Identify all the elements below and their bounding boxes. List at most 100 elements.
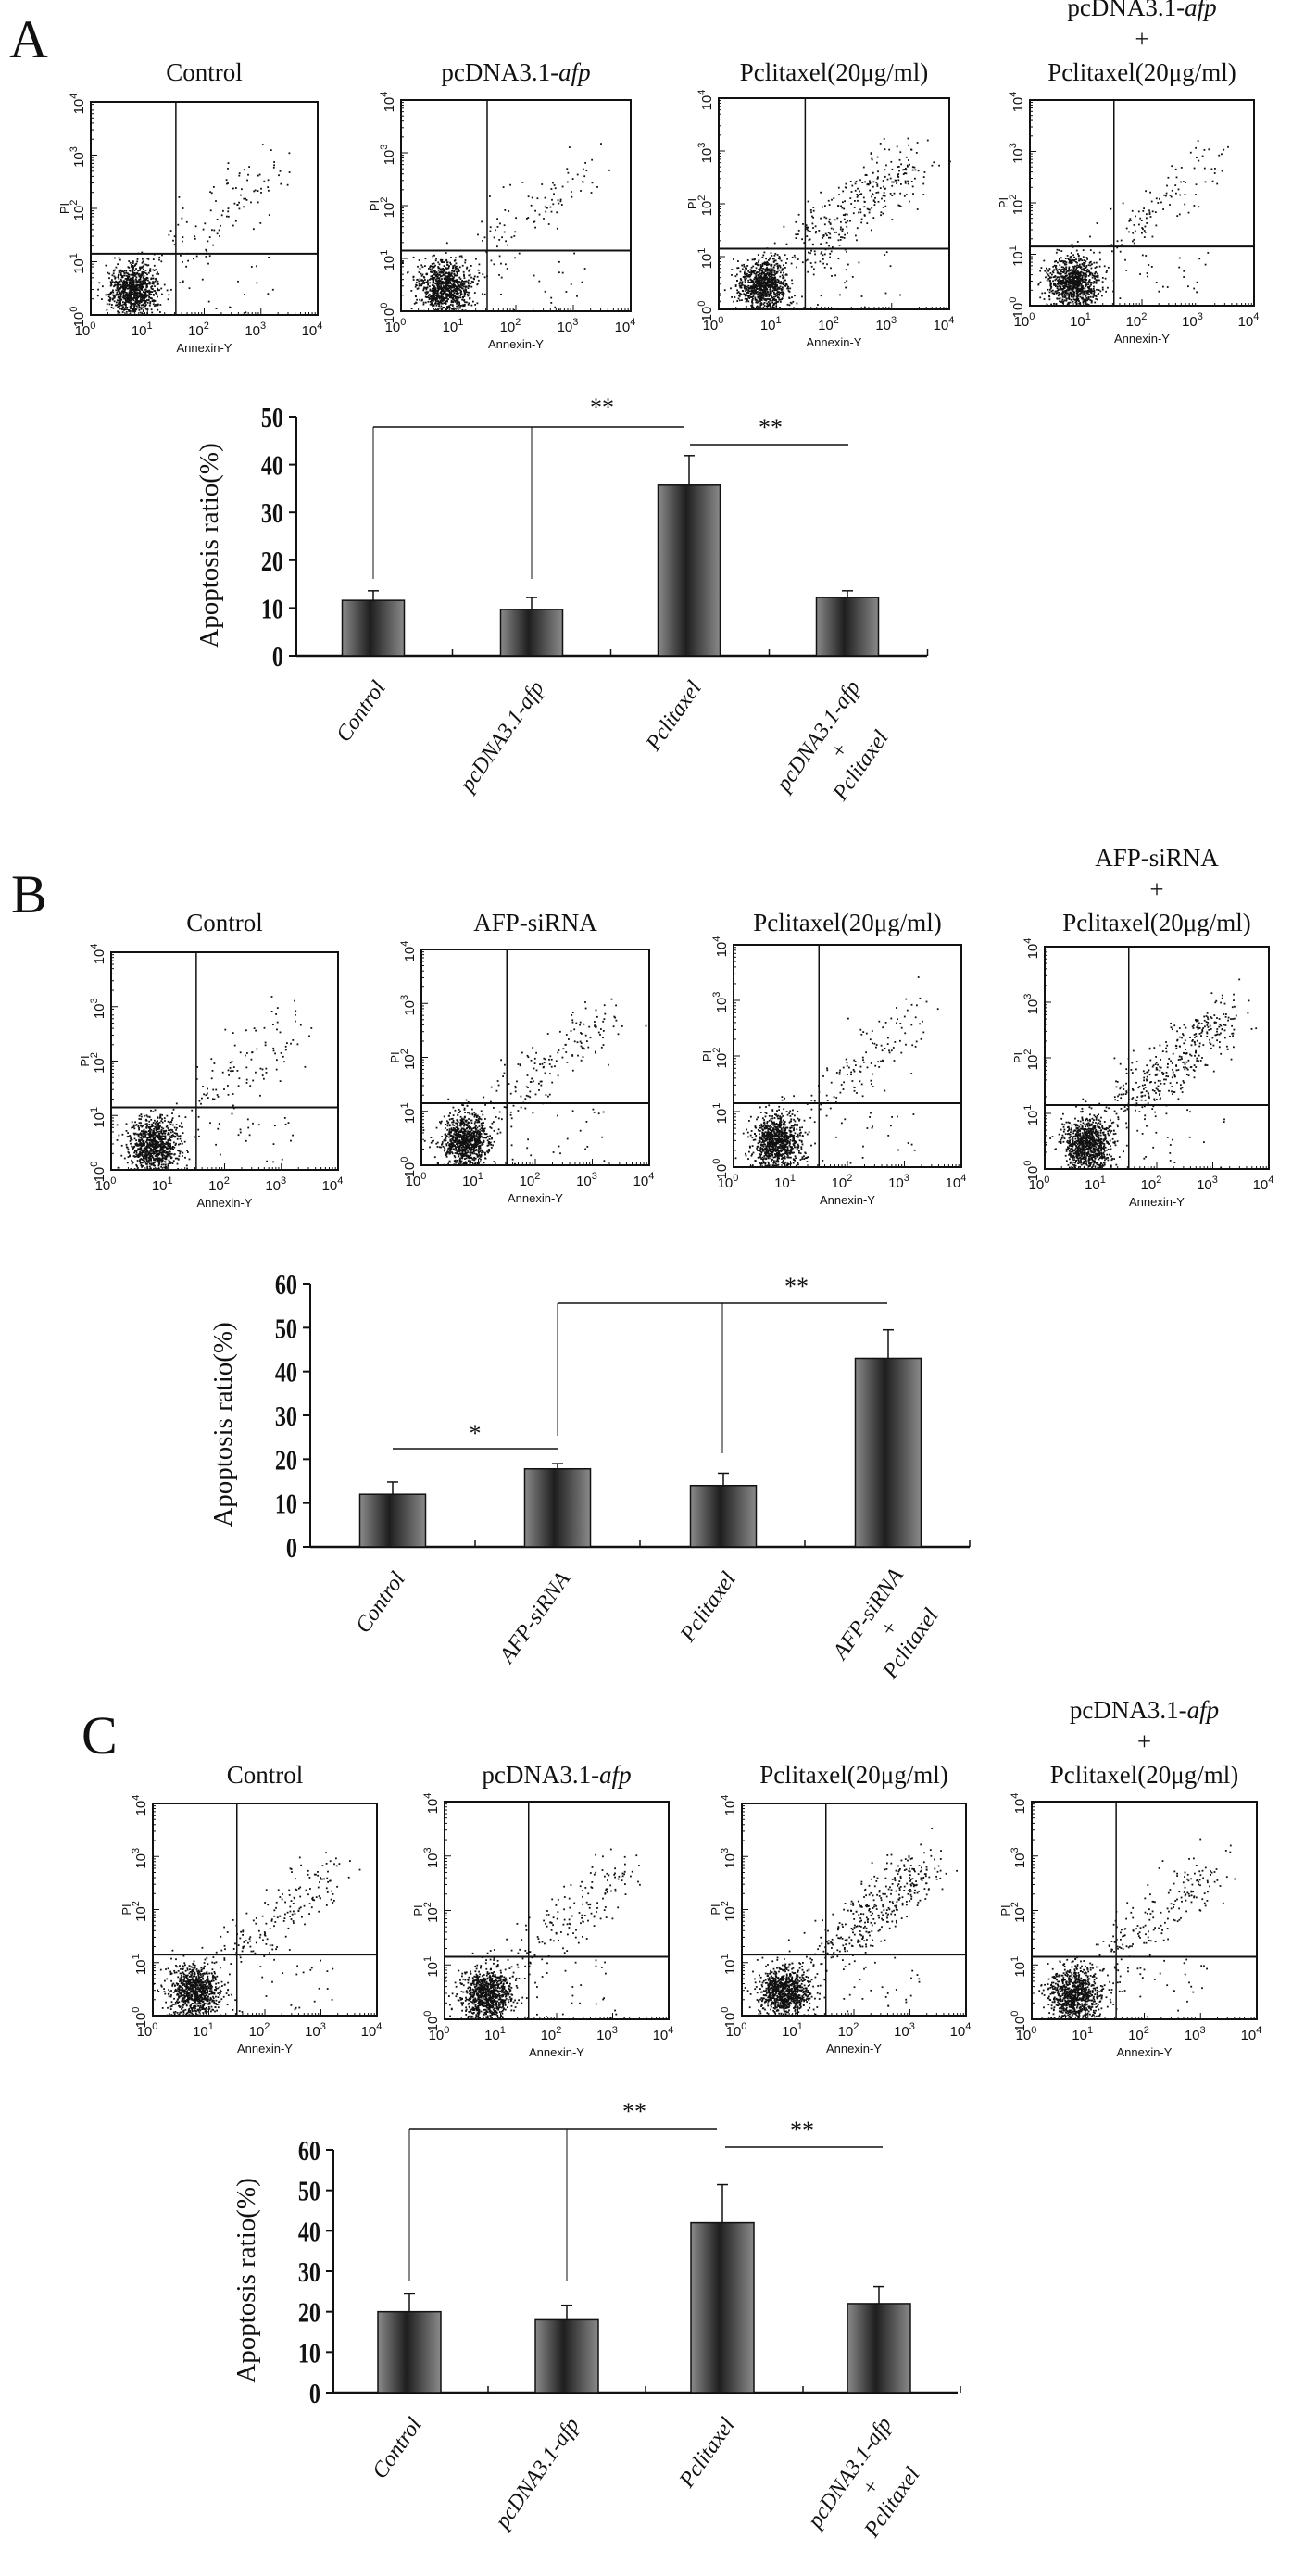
label-text: pcDNA3.1-	[441, 58, 558, 86]
event-dot	[1132, 241, 1134, 243]
event-dot	[558, 199, 559, 201]
event-dot	[582, 282, 583, 283]
event-dot	[464, 281, 466, 283]
event-dot	[1064, 276, 1066, 278]
event-dot	[444, 297, 445, 299]
event-dot	[152, 275, 154, 277]
event-dot	[1099, 291, 1101, 293]
event-dot	[760, 264, 762, 266]
event-dot	[753, 258, 755, 260]
event-dot	[428, 268, 430, 270]
tick-exponent: 4	[69, 94, 80, 99]
event-dot	[759, 276, 761, 278]
event-dot	[1121, 240, 1123, 242]
tick-exponent: 2	[834, 315, 839, 326]
event-dot	[145, 264, 147, 266]
event-dot	[1145, 232, 1147, 233]
event-dot	[226, 179, 228, 181]
event-dot	[132, 280, 133, 282]
event-dot	[143, 295, 144, 297]
event-dot	[443, 261, 445, 263]
event-dot	[449, 281, 451, 283]
event-dot	[463, 299, 465, 301]
event-dot	[1066, 300, 1068, 302]
event-dot	[1070, 273, 1072, 275]
tick-exponent: 3	[891, 315, 897, 326]
event-dot	[1188, 212, 1190, 214]
event-dot	[770, 305, 771, 307]
event-dot	[546, 207, 548, 209]
event-dot	[135, 279, 137, 281]
event-dot	[900, 183, 902, 185]
event-dot	[245, 198, 246, 200]
event-dot	[144, 279, 145, 281]
tick-base: 10	[699, 254, 715, 270]
event-dot	[246, 180, 248, 182]
event-dot	[742, 284, 744, 286]
event-dot	[422, 290, 424, 292]
event-dot	[427, 283, 429, 284]
event-dot	[852, 276, 854, 278]
event-dot	[825, 233, 827, 235]
event-dot	[449, 293, 451, 295]
event-dot	[1179, 258, 1181, 259]
event-dot	[259, 174, 261, 176]
label-italic-text: afp	[1185, 0, 1217, 21]
event-dot	[782, 274, 784, 276]
event-dot	[881, 198, 883, 200]
event-dot	[861, 182, 863, 183]
event-dot	[748, 276, 750, 278]
event-dot	[1185, 194, 1186, 195]
event-dot	[888, 149, 890, 151]
tick-base: 10	[71, 206, 87, 221]
event-dot	[1087, 282, 1089, 283]
event-dot	[1077, 241, 1079, 243]
event-dot	[424, 279, 426, 281]
event-dot	[794, 255, 796, 257]
event-dot	[424, 265, 426, 267]
event-dot	[459, 282, 461, 283]
event-dot	[1174, 184, 1176, 186]
event-dot	[758, 261, 759, 263]
event-dot	[136, 295, 138, 296]
event-dot	[758, 275, 759, 277]
event-dot	[826, 234, 828, 236]
event-dot	[114, 258, 116, 259]
event-dot	[126, 308, 128, 310]
event-dot	[550, 302, 552, 304]
event-dot	[466, 286, 468, 288]
event-dot	[126, 275, 128, 277]
event-dot	[433, 271, 435, 273]
event-dot	[482, 273, 483, 275]
event-dot	[1057, 280, 1059, 282]
event-dot	[1190, 152, 1192, 154]
tick-exponent: 3	[696, 143, 708, 148]
event-dot	[425, 293, 427, 295]
event-dot	[419, 259, 420, 261]
y-axis-label: PI	[368, 200, 382, 211]
event-dot	[428, 301, 430, 303]
event-dot	[1089, 262, 1091, 264]
event-dot	[864, 307, 866, 308]
event-dot	[134, 270, 136, 271]
event-dot	[905, 168, 907, 170]
event-dot	[797, 233, 799, 235]
tick-exponent: 3	[379, 145, 390, 150]
plot-frame	[1030, 100, 1254, 306]
event-dot	[746, 268, 747, 270]
event-dot	[837, 205, 839, 207]
event-dot	[443, 283, 445, 285]
event-dot	[752, 295, 754, 297]
event-dot	[495, 229, 496, 231]
event-dot	[429, 282, 431, 283]
event-dot	[922, 194, 924, 195]
event-dot	[1064, 296, 1066, 298]
event-dot	[1202, 156, 1204, 157]
event-dot	[1123, 203, 1124, 205]
event-dot	[209, 255, 211, 257]
event-dot	[108, 277, 110, 279]
event-dot	[869, 182, 871, 184]
event-dot	[465, 259, 467, 261]
event-dot	[1196, 292, 1198, 294]
event-dot	[751, 271, 753, 273]
